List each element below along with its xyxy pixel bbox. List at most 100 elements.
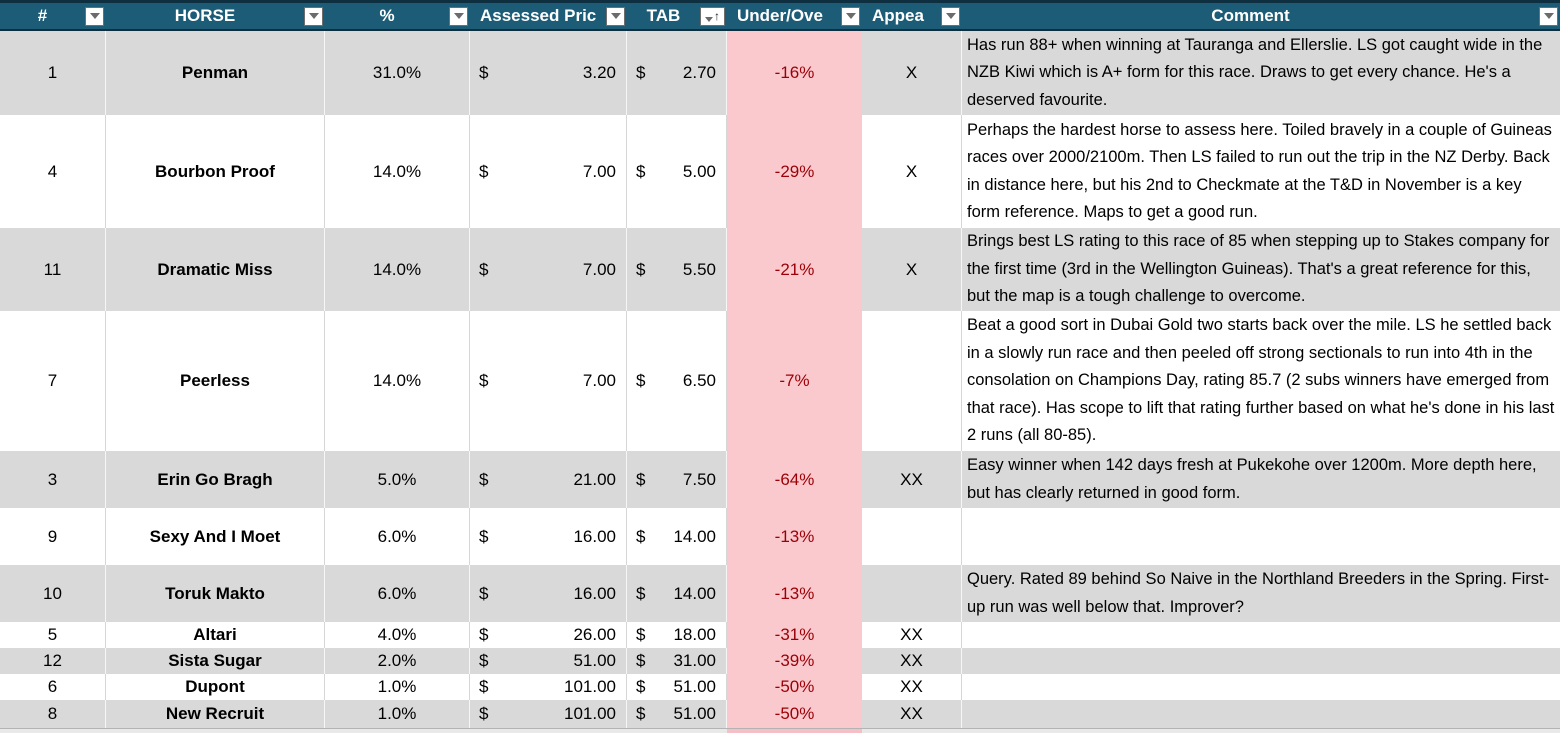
cell-comment[interactable] xyxy=(962,508,1560,565)
cell-comment[interactable] xyxy=(962,674,1560,700)
cell-win-percent[interactable]: 31.0% xyxy=(325,31,470,115)
assessed-price-value: 26.00 xyxy=(573,625,616,644)
cell-tab-price[interactable]: $14.00 xyxy=(627,565,727,622)
cell-comment[interactable]: Beat a good sort in Dubai Gold two start… xyxy=(962,311,1560,451)
cell-assessed-price[interactable]: $3.20 xyxy=(470,31,627,115)
cell-appeal[interactable] xyxy=(862,508,962,565)
cell-comment[interactable]: Easy winner when 142 days fresh at Pukek… xyxy=(962,451,1560,508)
cell-win-percent[interactable]: 4.0% xyxy=(325,622,470,648)
cell-under-over[interactable]: -13% xyxy=(727,565,862,622)
cell-number[interactable]: 12 xyxy=(0,648,106,674)
filter-button-underover[interactable] xyxy=(841,6,860,26)
cell-assessed-price[interactable]: $101.00 xyxy=(470,700,627,728)
cell-tab-price[interactable]: $18.00 xyxy=(627,622,727,648)
cell-under-over[interactable]: -16% xyxy=(727,31,862,115)
filter-dropdown-icon xyxy=(1543,13,1554,19)
cell-win-percent[interactable]: 6.0% xyxy=(325,508,470,565)
cell-win-percent[interactable]: 14.0% xyxy=(325,115,470,228)
cell-horse-name[interactable]: New Recruit xyxy=(106,700,325,728)
filter-button-appeal[interactable] xyxy=(941,6,960,26)
filter-button-horse[interactable] xyxy=(304,6,323,26)
cell-comment[interactable]: Has run 88+ when winning at Tauranga and… xyxy=(962,31,1560,115)
cell-tab-price[interactable]: $7.50 xyxy=(627,451,727,508)
currency-symbol: $ xyxy=(479,161,489,181)
cell-tab-price[interactable]: $14.00 xyxy=(627,508,727,565)
cell-horse-name[interactable]: Sista Sugar xyxy=(106,648,325,674)
cell-tab-price[interactable]: $5.00 xyxy=(627,115,727,228)
filter-button-comment[interactable] xyxy=(1539,6,1558,26)
cell-assessed-price[interactable]: $101.00 xyxy=(470,674,627,700)
cell-number[interactable]: 5 xyxy=(0,622,106,648)
cell-number[interactable]: 1 xyxy=(0,31,106,115)
cell-number[interactable]: 9 xyxy=(0,508,106,565)
cell-number[interactable]: 10 xyxy=(0,565,106,622)
cell-comment[interactable]: Query. Rated 89 behind So Naive in the N… xyxy=(962,565,1560,622)
cell-comment[interactable] xyxy=(962,622,1560,648)
cell-assessed-price[interactable]: $7.00 xyxy=(470,115,627,228)
cell-assessed-price[interactable]: $26.00 xyxy=(470,622,627,648)
assessed-price-value: 16.00 xyxy=(573,526,616,546)
cell-win-percent[interactable]: 1.0% xyxy=(325,700,470,728)
cell-under-over[interactable]: -39% xyxy=(727,648,862,674)
cell-tab-price[interactable]: $2.70 xyxy=(627,31,727,115)
cell-tab-price[interactable]: $5.50 xyxy=(627,228,727,311)
cell-horse-name[interactable]: Altari xyxy=(106,622,325,648)
cell-tab-price[interactable]: $51.00 xyxy=(627,700,727,728)
cell-appeal[interactable]: XX xyxy=(862,700,962,728)
cell-under-over[interactable]: -21% xyxy=(727,228,862,311)
cell-horse-name[interactable]: Erin Go Bragh xyxy=(106,451,325,508)
cell-comment[interactable]: Brings best LS rating to this race of 85… xyxy=(962,228,1560,311)
cell-tab-price[interactable]: $31.00 xyxy=(627,648,727,674)
filter-button-num[interactable] xyxy=(85,6,104,26)
cell-win-percent[interactable]: 14.0% xyxy=(325,311,470,451)
cell-under-over[interactable]: -31% xyxy=(727,622,862,648)
cell-appeal[interactable]: X xyxy=(862,31,962,115)
cell-number[interactable]: 7 xyxy=(0,311,106,451)
cell-win-percent[interactable]: 6.0% xyxy=(325,565,470,622)
cell-comment[interactable] xyxy=(962,700,1560,728)
cell-tab-price[interactable]: $6.50 xyxy=(627,311,727,451)
cell-horse-name[interactable]: Dramatic Miss xyxy=(106,228,325,311)
cell-horse-name[interactable]: Sexy And I Moet xyxy=(106,508,325,565)
cell-number[interactable]: 8 xyxy=(0,700,106,728)
cell-appeal[interactable]: X xyxy=(862,228,962,311)
filter-button-tab[interactable]: ↑ xyxy=(700,6,725,26)
cell-win-percent[interactable]: 2.0% xyxy=(325,648,470,674)
cell-horse-name[interactable]: Penman xyxy=(106,31,325,115)
cell-number[interactable]: 4 xyxy=(0,115,106,228)
cell-horse-name[interactable]: Peerless xyxy=(106,311,325,451)
cell-appeal[interactable]: XX xyxy=(862,674,962,700)
cell-appeal[interactable]: XX xyxy=(862,648,962,674)
cell-under-over[interactable]: -13% xyxy=(727,508,862,565)
cell-win-percent[interactable]: 5.0% xyxy=(325,451,470,508)
cell-comment[interactable] xyxy=(962,648,1560,674)
cell-appeal[interactable] xyxy=(862,311,962,451)
cell-comment[interactable]: Perhaps the hardest horse to assess here… xyxy=(962,115,1560,228)
cell-appeal[interactable]: X xyxy=(862,115,962,228)
cell-assessed-price[interactable]: $7.00 xyxy=(470,311,627,451)
cell-under-over[interactable]: -7% xyxy=(727,311,862,451)
cell-horse-name[interactable]: Dupont xyxy=(106,674,325,700)
cell-horse-name[interactable]: Bourbon Proof xyxy=(106,115,325,228)
cell-under-over[interactable]: -29% xyxy=(727,115,862,228)
cell-appeal[interactable]: XX xyxy=(862,451,962,508)
cell-appeal[interactable]: XX xyxy=(862,622,962,648)
filter-button-pct[interactable] xyxy=(449,6,468,26)
filter-button-assessed[interactable] xyxy=(606,6,625,26)
cell-assessed-price[interactable]: $21.00 xyxy=(470,451,627,508)
cell-appeal[interactable] xyxy=(862,565,962,622)
cell-assessed-price[interactable]: $16.00 xyxy=(470,508,627,565)
cell-under-over[interactable]: -64% xyxy=(727,451,862,508)
cell-number[interactable]: 3 xyxy=(0,451,106,508)
cell-horse-name[interactable]: Toruk Makto xyxy=(106,565,325,622)
cell-assessed-price[interactable]: $16.00 xyxy=(470,565,627,622)
cell-win-percent[interactable]: 14.0% xyxy=(325,228,470,311)
cell-number[interactable]: 11 xyxy=(0,228,106,311)
cell-under-over[interactable]: -50% xyxy=(727,674,862,700)
cell-number[interactable]: 6 xyxy=(0,674,106,700)
cell-assessed-price[interactable]: $51.00 xyxy=(470,648,627,674)
cell-tab-price[interactable]: $51.00 xyxy=(627,674,727,700)
cell-under-over[interactable]: -50% xyxy=(727,700,862,728)
cell-win-percent[interactable]: 1.0% xyxy=(325,674,470,700)
cell-assessed-price[interactable]: $7.00 xyxy=(470,228,627,311)
